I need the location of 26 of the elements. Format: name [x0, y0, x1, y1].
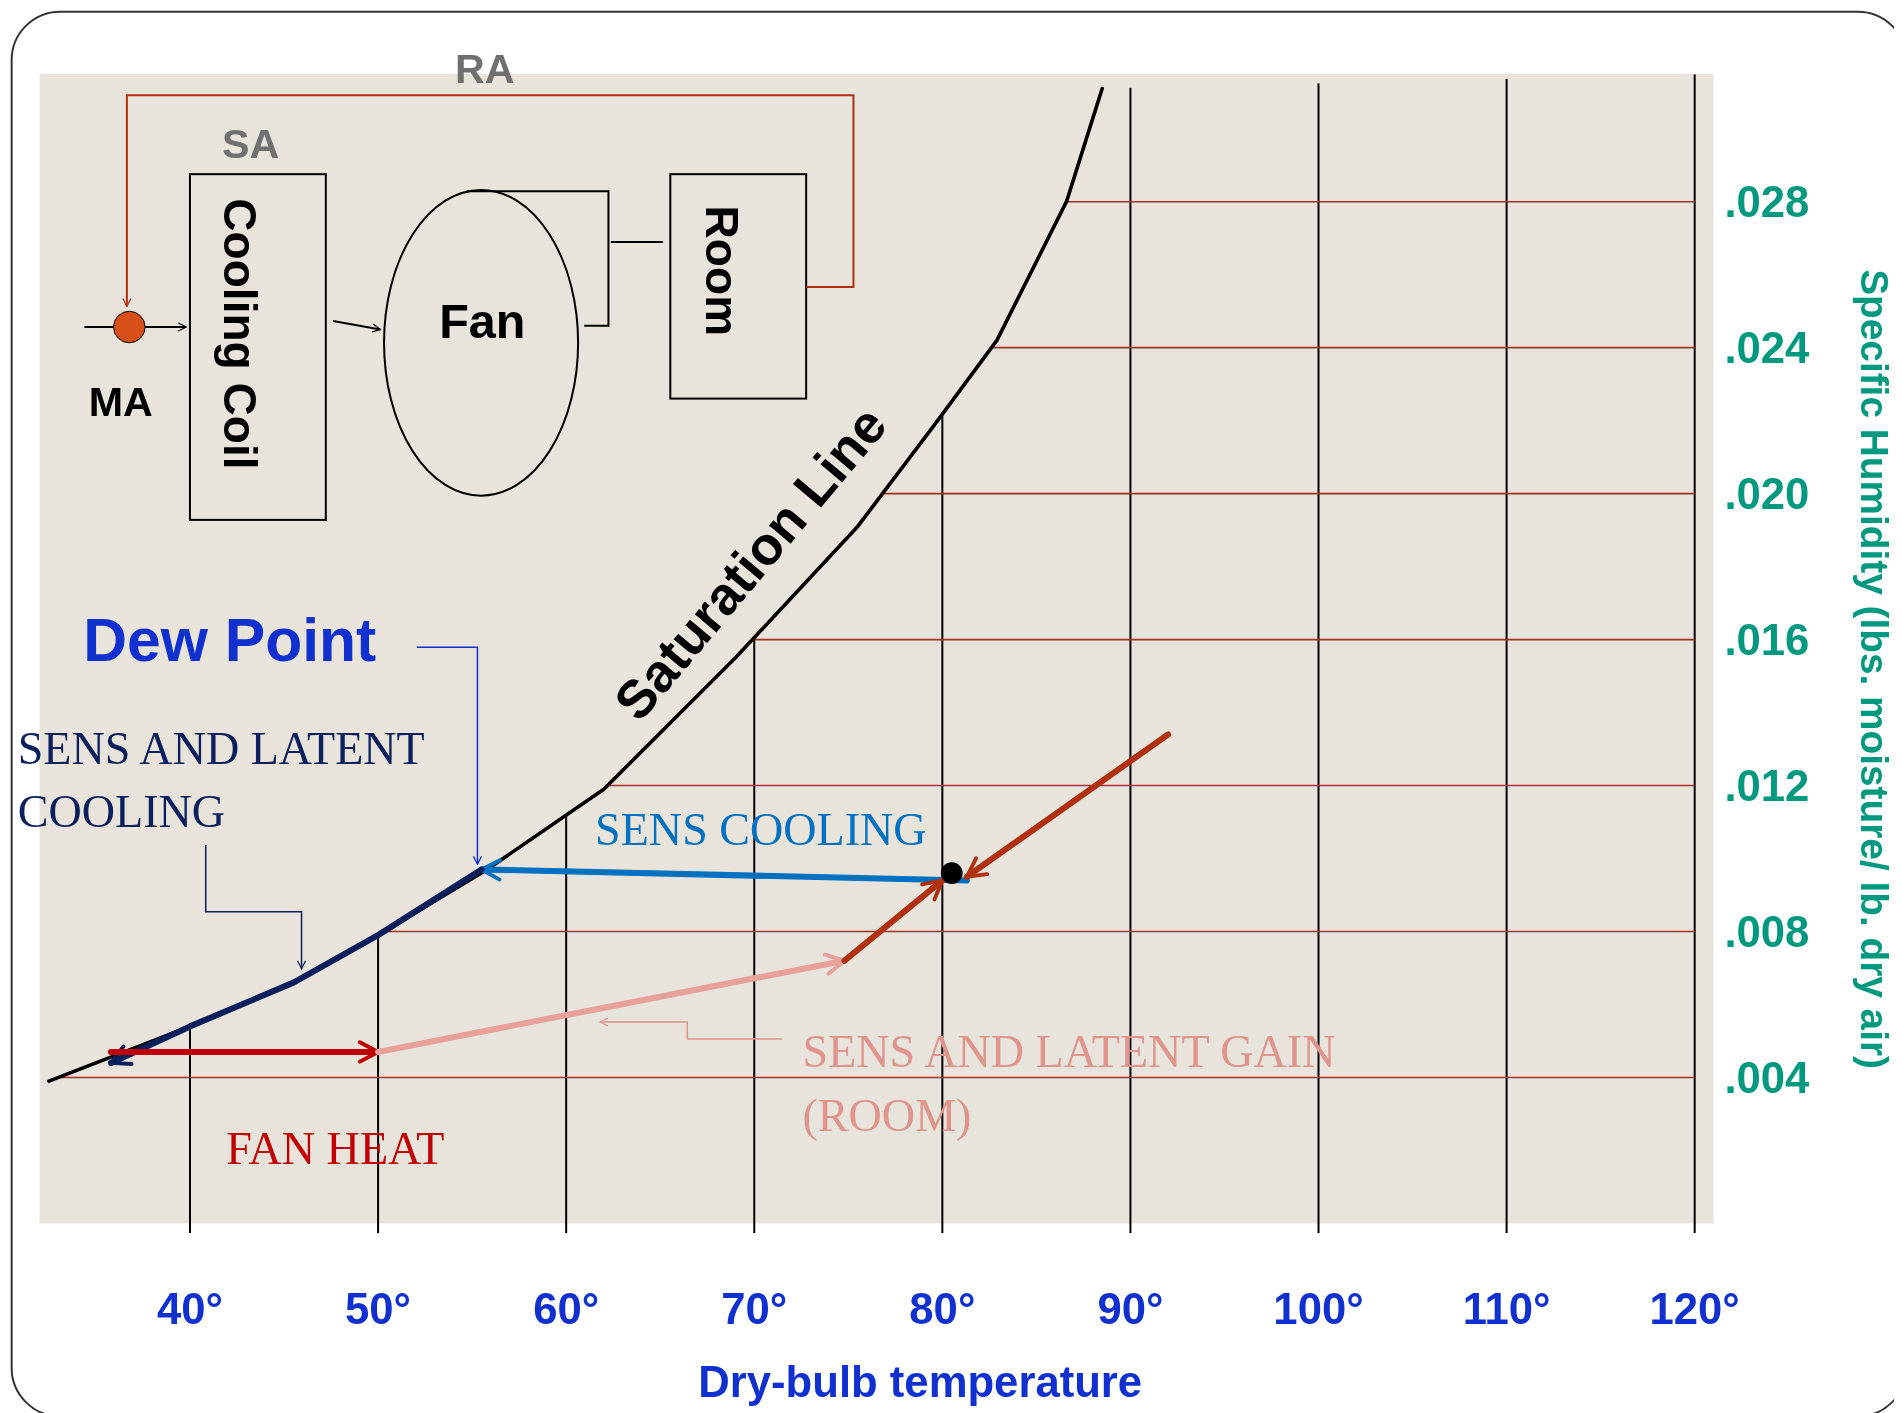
annotation: Room [695, 205, 748, 337]
x-tick-label: 100° [1273, 1284, 1364, 1334]
x-tick-label: 90° [1097, 1284, 1164, 1334]
y-axis-title: Specific Humidity (lbs. moisture/ lb. dry air) [1853, 269, 1897, 1069]
x-tick-label: 80° [909, 1284, 976, 1334]
x-axis-title: Dry-bulb temperature [698, 1356, 1143, 1406]
x-tick-label: 110° [1462, 1284, 1551, 1334]
annotation: Fan [439, 293, 526, 348]
annotation: MA [88, 378, 153, 425]
annotation: Dew Point [83, 605, 377, 674]
x-tick-label: 120° [1649, 1284, 1740, 1334]
annotation: Cooling Coil [214, 198, 267, 470]
y-tick-label: .024 [1724, 323, 1811, 373]
annotation: SENS AND LATENT COOLING [17, 722, 425, 838]
x-tick-label: 60° [533, 1284, 600, 1334]
annotation: RA [454, 46, 515, 93]
x-tick-label: 40° [156, 1284, 224, 1334]
x-tick-label: 50° [345, 1284, 412, 1334]
y-tick-label: .020 [1724, 469, 1810, 519]
y-tick-label: .012 [1724, 761, 1810, 811]
annotation: SA [221, 121, 280, 168]
y-tick-label: .008 [1724, 907, 1810, 957]
y-tick-label: .004 [1724, 1052, 1811, 1102]
y-tick-label: .028 [1724, 177, 1810, 227]
x-tick-label: 70° [721, 1284, 788, 1334]
y-tick-label: .016 [1724, 615, 1810, 665]
